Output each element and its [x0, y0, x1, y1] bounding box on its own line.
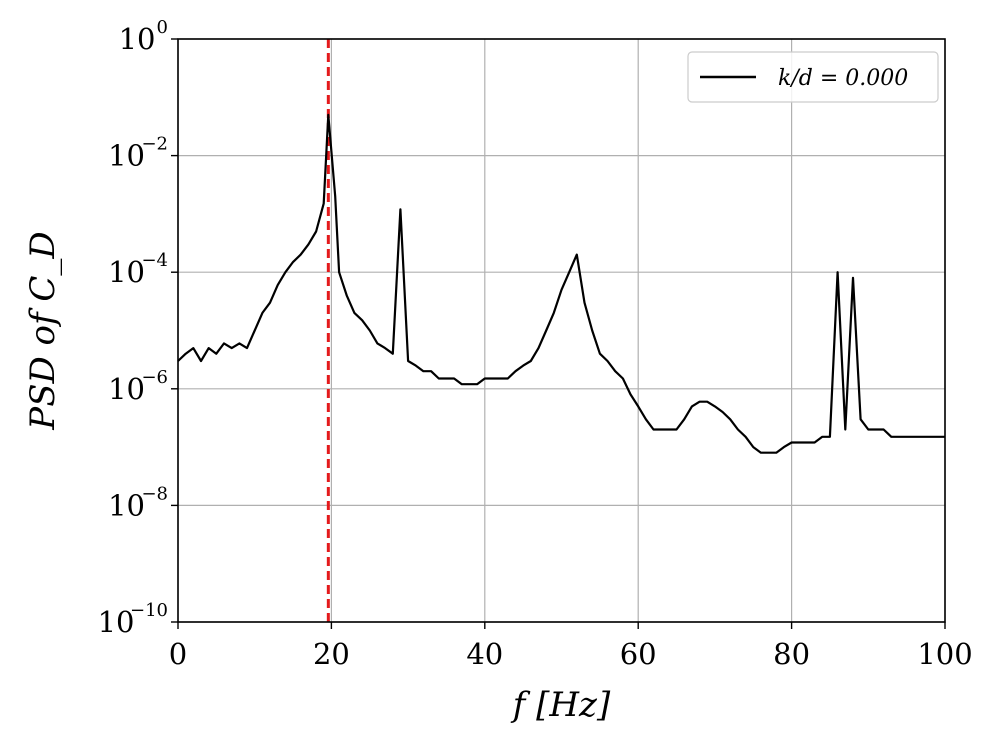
y-tick-base: 10	[119, 22, 156, 56]
y-tick-exponent: −10	[130, 600, 168, 621]
y-tick-exponent: −4	[141, 250, 168, 271]
y-tick-base: 10	[108, 139, 145, 173]
axis-labels: f [Hz] PSD of C_D	[23, 231, 611, 725]
x-tick-label: 80	[773, 637, 810, 671]
legend: k/d = 0.000	[687, 51, 939, 103]
y-tick-label: −410	[108, 250, 168, 289]
y-tick-exponent: −6	[141, 367, 168, 388]
y-tick-label: 010	[119, 17, 168, 56]
x-tick-label: 40	[466, 637, 503, 671]
y-tick-exponent: 0	[157, 17, 168, 38]
y-tick-label: −210	[108, 134, 168, 173]
x-tick-label: 0	[169, 637, 187, 671]
series-line	[177, 113, 945, 454]
series-group	[177, 113, 945, 454]
grid	[177, 38, 946, 623]
x-tick-label: 100	[917, 637, 972, 671]
legend-box	[687, 51, 939, 103]
y-tick-base: 10	[108, 488, 145, 522]
x-tick-label: 20	[313, 637, 350, 671]
y-tick-label: −610	[108, 367, 168, 406]
y-tick-label: −810	[108, 483, 168, 522]
x-tick-label: 60	[620, 637, 657, 671]
y-axis-label: PSD of C_D	[23, 231, 63, 430]
y-tick-base: 10	[98, 605, 135, 639]
y-tick-exponent: −2	[141, 134, 168, 155]
axes-frame	[177, 38, 946, 623]
y-tick-base: 10	[108, 372, 145, 406]
y-tick-exponent: −8	[141, 483, 168, 504]
legend-label: k/d = 0.000	[778, 66, 908, 91]
x-axis-label: f [Hz]	[510, 685, 611, 725]
y-tick-base: 10	[108, 255, 145, 289]
